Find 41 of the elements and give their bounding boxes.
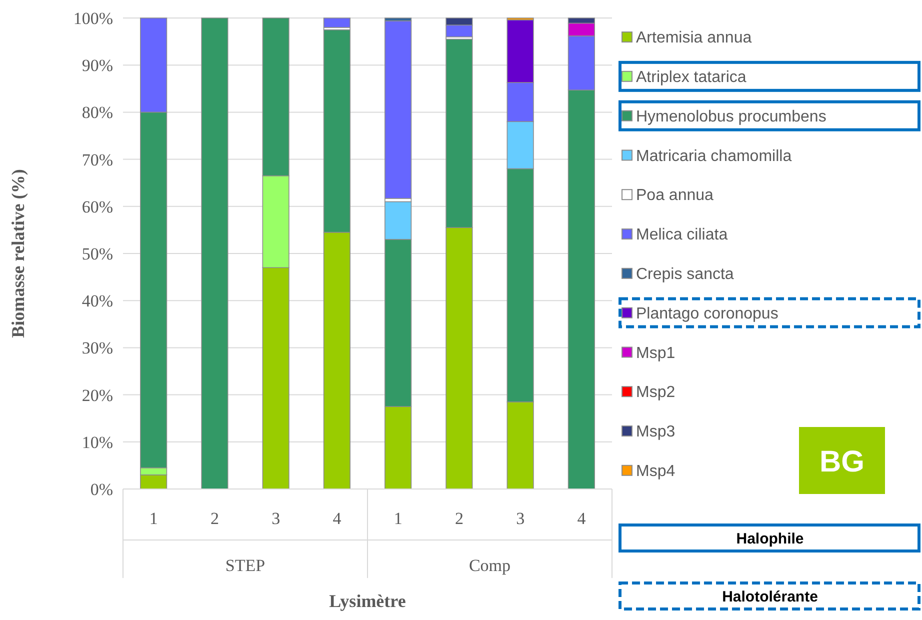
text: Halophile: [736, 530, 804, 548]
y-tick-label: 90%: [82, 56, 113, 76]
bar: [323, 18, 350, 28]
legend-label: Msp3: [636, 424, 676, 441]
legend-label: Msp2: [636, 384, 676, 402]
y-axis-title: Biomasse relative (%): [8, 169, 28, 338]
y-tick-label: 70%: [82, 150, 113, 170]
text: Halotolérante: [722, 588, 818, 606]
x-tick-label: 4: [332, 509, 342, 528]
y-tick-label: 50%: [82, 244, 113, 264]
legend-label: Crepis sancta: [636, 266, 734, 283]
x-tick-label: 2: [210, 509, 219, 528]
legend-label: Artemisia annua: [636, 30, 752, 47]
legend-label: Msp4: [636, 463, 676, 480]
bar: [201, 18, 228, 490]
text: STEP: [225, 556, 266, 575]
legend-label: Hymenolobus procumbens: [636, 108, 826, 126]
y-tick-label: 0%: [90, 480, 113, 499]
y-tick-label: 100%: [73, 8, 113, 28]
y-tick-label: 80%: [82, 103, 113, 122]
y-tick-label: 60%: [82, 197, 113, 216]
legend-label: Msp1: [636, 344, 676, 362]
legend-label: Plantago coronopus: [636, 305, 778, 322]
x-tick-label: 2: [454, 509, 464, 528]
legend-label: Atriplex tatarica: [636, 69, 746, 86]
x-tick-label: 4: [577, 509, 586, 528]
text: Comp: [468, 556, 511, 575]
legend-label: Matricaria chamomilla: [636, 148, 792, 165]
x-tick-label: 3: [516, 509, 525, 528]
bar: [384, 20, 412, 199]
x-tick-label: 1: [149, 509, 158, 528]
y-tick-label: 40%: [82, 292, 113, 311]
x-axis-title: Lysimètre: [329, 591, 406, 611]
legend-label: Poa annua: [636, 187, 714, 204]
y-tick-label: 10%: [82, 432, 113, 452]
x-tick-label: 1: [394, 509, 402, 528]
x-tick-label: 3: [272, 509, 280, 528]
y-tick-label: 20%: [82, 386, 113, 405]
legend-label: Melica ciliata: [636, 226, 728, 244]
text: BG: [820, 446, 864, 478]
y-tick-label: 30%: [82, 338, 113, 358]
